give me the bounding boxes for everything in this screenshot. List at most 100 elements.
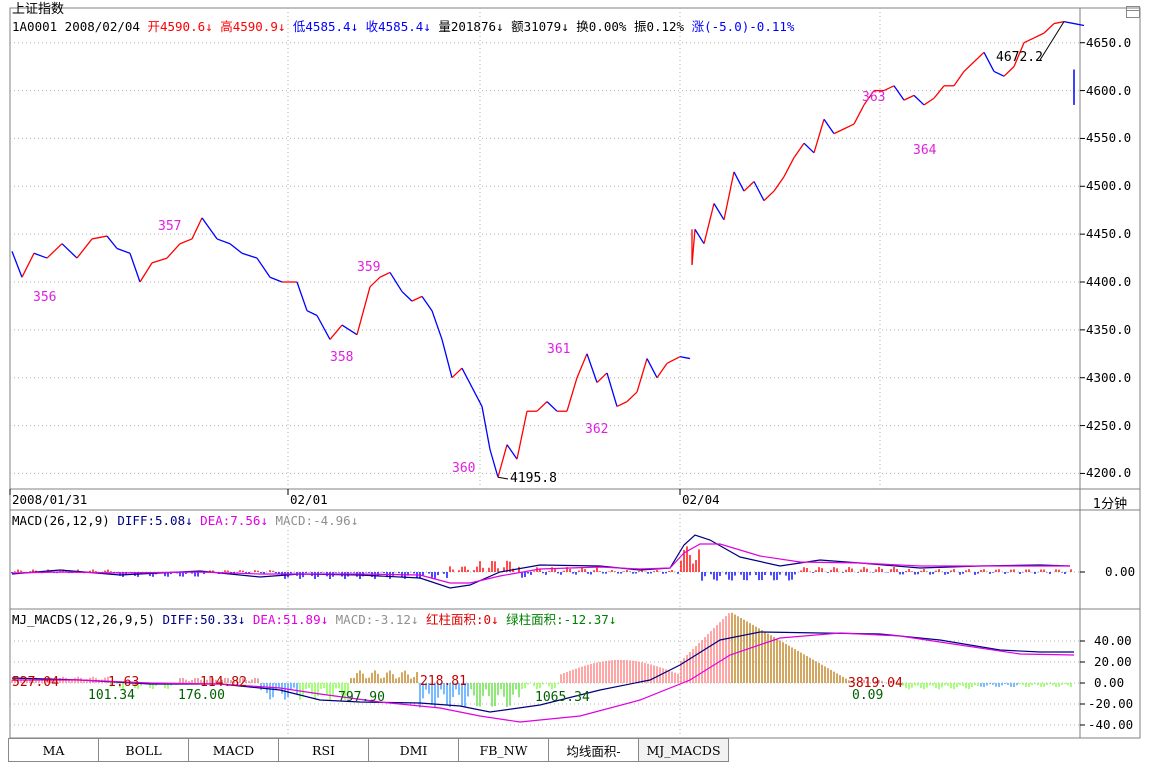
price-segment: [566, 377, 578, 412]
indicator-tabs: MA BOLL MACD RSI DMI FB_NW 均线面积- MJ_MACDS: [8, 738, 729, 763]
price-segment: [151, 257, 168, 264]
price-segment: [666, 356, 681, 364]
arrow-down-icon: ↓: [277, 19, 286, 34]
price-segment: [793, 142, 805, 158]
price-segment: [679, 356, 691, 360]
macd-header: MACD(26,12,9) DIFF:5.08↓ DEA:7.56↓ MACD:…: [12, 513, 358, 529]
price-segment: [461, 367, 473, 388]
date-tick-label: 02/01: [290, 492, 328, 507]
price-segment: [481, 406, 491, 450]
mj-green-area: 绿柱面积:-12.37: [506, 612, 609, 627]
mj-tick-label: 20.00: [1094, 654, 1132, 669]
price-segment: [106, 235, 118, 249]
price-segment: [61, 243, 78, 259]
price-segment: [76, 238, 93, 259]
tab-boll[interactable]: BOLL: [99, 739, 189, 762]
price-segment: [489, 449, 499, 478]
mj-tick-label: 40.00: [1094, 633, 1132, 648]
mj-area-label: 101.34: [88, 688, 135, 703]
high-value: 高4590.9: [220, 19, 278, 34]
price-segment: [216, 238, 231, 245]
price-segment: [616, 401, 628, 408]
price-segment: [656, 362, 668, 379]
mj-name: MJ_MACDS(12,26,9,5): [12, 612, 155, 627]
price-segment: [191, 217, 203, 240]
mj-area-label: 3819.04: [848, 676, 903, 691]
price-segment: [497, 444, 508, 478]
price-tick-label: 4550.0: [1086, 130, 1132, 146]
price-segment: [546, 401, 558, 412]
price-segment: [1003, 66, 1015, 77]
price-segment: [803, 142, 815, 154]
price-segment: [953, 71, 965, 87]
price-segment: [893, 85, 905, 101]
mj-diff: DIFF:50.33: [162, 612, 238, 627]
high-extreme-label: 4672.2: [996, 50, 1043, 65]
mj-tick-label: -40.00: [1088, 717, 1134, 732]
mj-area-label: 114.82: [200, 675, 247, 690]
tab-mj-macds[interactable]: MJ_MACDS: [639, 739, 729, 762]
price-segment: [139, 262, 153, 283]
price-segment: [913, 94, 925, 106]
price-segment: [606, 372, 618, 407]
mj-macd: MACD:-3.12: [335, 612, 411, 627]
arrow-down-icon: ↓: [320, 612, 329, 627]
price-segment: [369, 276, 381, 288]
price-segment: [441, 339, 453, 378]
tab-macd[interactable]: MACD: [189, 739, 279, 762]
mj-tick-label: -20.00: [1088, 696, 1134, 711]
low-value: 低4585.4: [292, 19, 351, 34]
arrow-down-icon: ↓: [350, 19, 359, 34]
price-segment: [883, 85, 895, 92]
tab-fb-nw[interactable]: FB_NW: [459, 739, 549, 762]
mj-dea: DEA:51.89: [252, 612, 321, 627]
tab-ma[interactable]: MA: [8, 739, 99, 762]
volume-value: 量201876: [438, 19, 496, 34]
price-segment: [421, 295, 433, 312]
arrow-down-icon: ↓: [185, 513, 193, 528]
macd-tick-label: 0.00: [1105, 564, 1136, 579]
turnover-value: 换0.00%: [576, 19, 627, 34]
price-segment: [923, 97, 935, 106]
price-segment: [471, 386, 483, 407]
macd-macd: MACD:-4.96: [275, 513, 351, 528]
price-segment: [933, 85, 945, 99]
price-segment: [116, 247, 131, 254]
price-segment: [256, 257, 271, 278]
price-segment: [763, 190, 775, 202]
tab-[interactable]: 均线面积-: [549, 739, 639, 762]
wave-label: 358: [330, 350, 354, 365]
price-segment: [91, 235, 108, 240]
macd-diff: DIFF:5.08: [117, 513, 186, 528]
arrow-down-icon: ↓: [237, 612, 246, 627]
amplitude-value: 振0.12%: [633, 19, 685, 34]
close-value: 收4585.4: [365, 19, 424, 34]
wave-label: 360: [452, 461, 476, 476]
amount-value: 额31079: [511, 19, 562, 34]
price-segment: [1073, 22, 1085, 27]
price-segment: [743, 181, 755, 192]
macd-dea: DEA:7.56: [200, 513, 261, 528]
wave-label: 356: [33, 290, 57, 305]
period-selector[interactable]: 1分钟: [1092, 497, 1128, 512]
price-segment: [1033, 32, 1045, 39]
mj-area-label: 797.90: [338, 690, 385, 705]
mj-area-label: 176.00: [178, 688, 225, 703]
price-segment: [129, 253, 141, 283]
price-segment: [1023, 37, 1035, 44]
price-segment: [646, 358, 658, 379]
price-tick-label: 4650.0: [1086, 34, 1132, 50]
macd-name: MACD(26,12,9): [12, 513, 110, 528]
price-segment: [993, 70, 1005, 77]
price-segment: [773, 176, 785, 192]
price-segment: [306, 310, 318, 317]
price-segment: [843, 123, 855, 130]
price-segment: [833, 128, 845, 135]
tab-dmi[interactable]: DMI: [369, 739, 459, 762]
price-segment: [863, 90, 875, 106]
tab-rsi[interactable]: RSI: [279, 739, 369, 762]
quote-info: 1A0001 2008/02/04 开4590.6↓ 高4590.9↓ 低458…: [12, 19, 794, 35]
price-segment: [1043, 23, 1055, 34]
window-toggle-icon[interactable]: [1126, 6, 1140, 18]
